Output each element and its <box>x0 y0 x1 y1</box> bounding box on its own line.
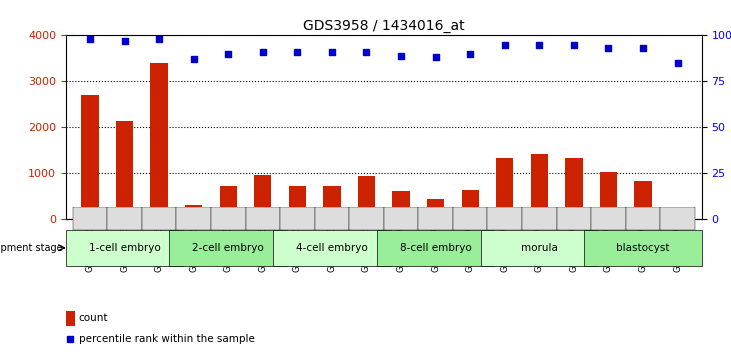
Bar <box>427 199 444 219</box>
FancyBboxPatch shape <box>384 207 418 230</box>
FancyBboxPatch shape <box>314 207 349 230</box>
Title: GDS3958 / 1434016_at: GDS3958 / 1434016_at <box>303 19 465 33</box>
Bar <box>289 186 306 219</box>
Point <box>602 45 614 51</box>
Text: 1-cell embryo: 1-cell embryo <box>88 243 160 253</box>
FancyBboxPatch shape <box>556 207 591 230</box>
Bar <box>496 158 513 219</box>
FancyBboxPatch shape <box>591 207 626 230</box>
Text: 8-cell embryo: 8-cell embryo <box>400 243 471 253</box>
Point <box>360 49 372 55</box>
Bar <box>600 172 617 219</box>
FancyBboxPatch shape <box>418 207 453 230</box>
FancyBboxPatch shape <box>522 207 556 230</box>
Point <box>257 49 269 55</box>
Bar <box>393 192 409 219</box>
FancyBboxPatch shape <box>211 207 246 230</box>
Text: development stage: development stage <box>0 243 62 253</box>
Point <box>188 57 200 62</box>
Bar <box>565 158 583 219</box>
Point <box>499 42 510 47</box>
Bar <box>358 176 375 219</box>
FancyBboxPatch shape <box>488 207 522 230</box>
FancyBboxPatch shape <box>170 230 287 266</box>
FancyBboxPatch shape <box>377 230 494 266</box>
Bar <box>66 311 75 326</box>
Bar <box>461 189 479 219</box>
FancyBboxPatch shape <box>280 207 314 230</box>
Point <box>430 55 442 60</box>
Point <box>84 36 96 42</box>
Point <box>418 253 430 259</box>
FancyBboxPatch shape <box>453 207 488 230</box>
Bar <box>81 95 99 219</box>
FancyBboxPatch shape <box>72 207 107 230</box>
Text: 2-cell embryo: 2-cell embryo <box>192 243 264 253</box>
Text: morula: morula <box>521 243 558 253</box>
Bar <box>116 120 133 219</box>
FancyBboxPatch shape <box>273 230 390 266</box>
FancyBboxPatch shape <box>349 207 384 230</box>
FancyBboxPatch shape <box>176 207 211 230</box>
Text: blastocyst: blastocyst <box>616 243 670 253</box>
Text: 4-cell embryo: 4-cell embryo <box>296 243 368 253</box>
Bar <box>254 175 271 219</box>
FancyBboxPatch shape <box>584 230 702 266</box>
Bar <box>531 154 548 219</box>
Bar <box>151 63 167 219</box>
FancyBboxPatch shape <box>142 207 176 230</box>
FancyBboxPatch shape <box>107 207 142 230</box>
Point <box>395 53 407 58</box>
FancyBboxPatch shape <box>66 230 183 266</box>
Bar <box>219 186 237 219</box>
Bar <box>635 181 651 219</box>
Point <box>534 42 545 47</box>
FancyBboxPatch shape <box>626 207 660 230</box>
Point <box>292 49 303 55</box>
Point <box>154 36 165 42</box>
Bar <box>323 186 341 219</box>
FancyBboxPatch shape <box>660 207 695 230</box>
Point <box>568 42 580 47</box>
FancyBboxPatch shape <box>246 207 280 230</box>
Point <box>118 38 130 44</box>
Point <box>326 49 338 55</box>
Text: count: count <box>78 313 108 323</box>
Point <box>637 45 649 51</box>
Bar <box>669 213 686 219</box>
Point <box>672 60 683 66</box>
Point <box>222 51 234 57</box>
Text: percentile rank within the sample: percentile rank within the sample <box>78 334 254 344</box>
Point <box>464 51 476 57</box>
FancyBboxPatch shape <box>480 230 598 266</box>
Bar <box>185 205 202 219</box>
